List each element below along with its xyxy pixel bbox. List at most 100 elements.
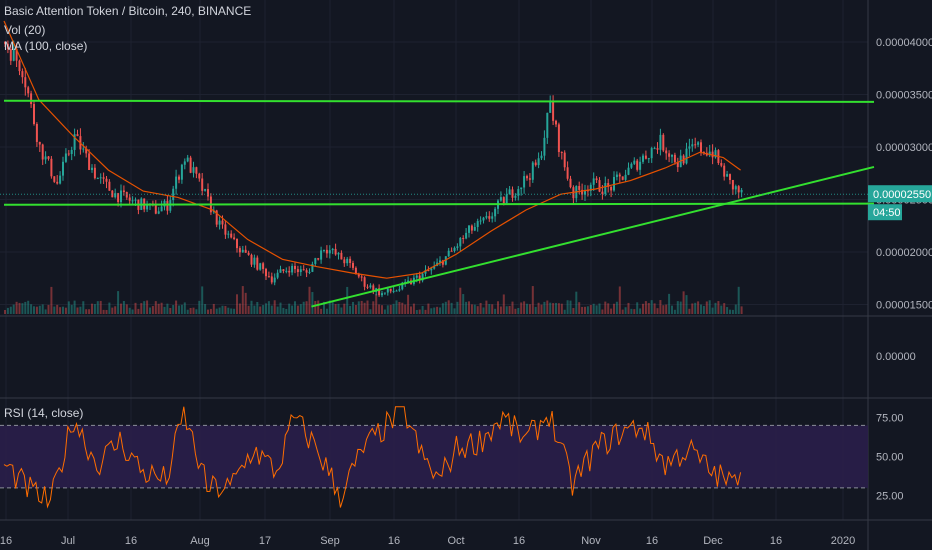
volume-bar [395,300,398,314]
volume-bar [151,306,154,314]
candle-body [465,232,468,239]
rsi-legend: RSI (14, close) [4,406,84,420]
volume-bar [15,301,18,314]
candle-body [189,157,192,173]
candle-body [122,190,125,193]
candle-body [317,258,320,260]
candle-body [221,220,224,225]
volume-bar [125,304,128,314]
volume-bar [543,301,546,314]
candle-body [343,259,346,264]
candle-body [105,178,108,182]
candle-body [528,178,531,180]
volume-bar [644,301,647,314]
volume-bar [224,306,227,314]
candle-body [62,161,64,176]
volume-bar [639,308,642,314]
volume-bar [499,306,502,314]
volume-bar [508,305,511,314]
volume-bar [485,300,488,314]
volume-bar [178,305,180,314]
candle-body [360,276,363,278]
candle-body [491,216,494,219]
volume-bar [215,308,218,314]
candle-body [302,269,305,271]
volume-bar [291,305,294,314]
candle-body [688,146,691,149]
candle-body [108,181,111,191]
x-tick-label: 16 [0,535,12,547]
volume-bar [35,306,38,314]
candle-body [671,154,673,157]
candle-body [305,270,308,273]
volume-bar [233,308,236,314]
candle-body [702,151,705,153]
candle-body [204,189,207,191]
candle-body [340,252,343,260]
candle-body [439,260,441,263]
volume-bar [572,308,575,314]
candle-body [354,267,357,275]
candle-body [325,249,328,254]
volume-bar [340,307,343,314]
candle-body [523,176,526,188]
volume-bar [12,304,15,314]
volume-bar [62,306,64,314]
candle-body [468,225,470,233]
candle-body [700,142,702,152]
volume-bar [537,302,540,314]
candle-body [592,178,595,185]
volume-bar [149,307,151,314]
volume-bar [67,301,70,314]
volume-bar [705,301,708,314]
candle-body [462,238,465,240]
volume-bar [502,294,505,314]
candle-body [323,249,325,251]
volume-bar [520,302,523,314]
candle-body [659,134,662,150]
candle-body [697,142,700,145]
candle-body [178,176,180,180]
volume-bar [436,306,439,314]
volume-bar [575,291,578,314]
volume-bar [601,309,604,314]
candle-body [372,285,375,292]
volume-bar [363,302,366,314]
candle-body [262,263,265,269]
volume-bar [294,301,296,314]
volume-bar [621,309,624,314]
candle-body [656,148,659,150]
x-tick-label: Nov [581,535,601,547]
candle-body [294,265,296,270]
volume-bar [9,306,12,314]
volume-bar [415,309,418,314]
x-tick-label: Sep [320,535,340,547]
candle-body [279,269,282,273]
candle-body [291,265,294,273]
candle-body [215,210,218,225]
volume-bar [169,308,172,314]
volume-bar [427,303,430,314]
candle-body [267,276,270,278]
candle-body [720,163,723,166]
candle-body [346,258,349,264]
candle-body [737,186,740,193]
volume-bar [647,303,650,314]
volume-bar [441,303,444,314]
candle-body [218,220,221,225]
volume-bar [401,302,404,314]
volume-bar [128,307,131,314]
volume-bar [18,302,21,314]
volume-bar [352,301,354,314]
volume-tick-label: 0.00000 [876,351,916,363]
volume-bar [729,309,731,314]
moving-average-line [3,20,741,279]
candle-body [618,174,621,177]
candle-body [91,167,93,170]
volume-bar [137,308,140,314]
volume-bar [398,301,401,314]
volume-bar [531,286,534,314]
volume-bar [296,305,299,314]
candle-body [624,174,627,180]
